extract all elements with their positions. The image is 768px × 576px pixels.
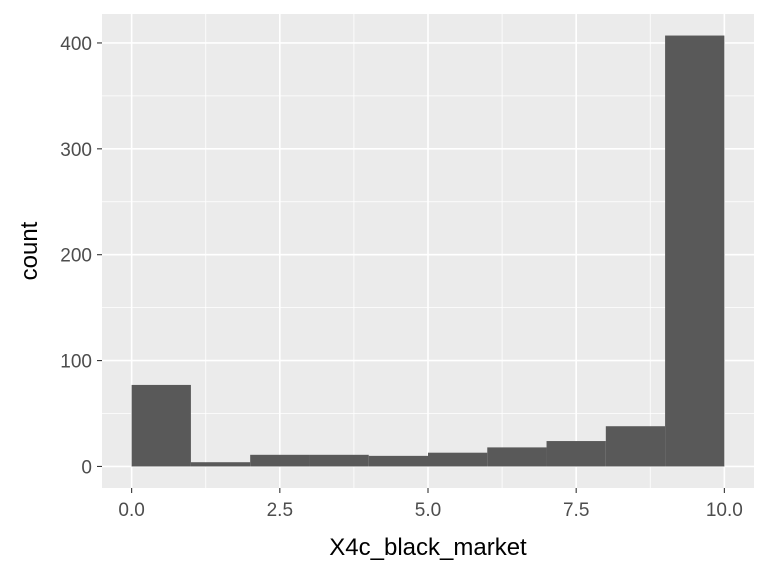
histogram-bars: [131, 35, 725, 467]
y-tick-label: 100: [60, 352, 92, 373]
y-tick-label: 300: [60, 140, 92, 161]
y-tick-label: 0: [81, 457, 92, 478]
histogram-bar: [665, 35, 725, 467]
x-axis-title: X4c_black_market: [329, 534, 527, 561]
x-tick-label: 2.5: [267, 500, 293, 521]
y-axis-ticks: 0 100 200 300 400: [60, 34, 102, 478]
major-gridlines: [102, 14, 754, 488]
histogram-bar: [428, 452, 488, 467]
histogram-bar: [250, 454, 310, 467]
x-axis-ticks: 0.0 2.5 5.0 7.5 10.0: [118, 488, 743, 521]
histogram-bar: [131, 384, 191, 467]
histogram-bar: [190, 462, 251, 467]
histogram-bar: [487, 447, 547, 467]
x-tick-label: 5.0: [415, 500, 441, 521]
histogram-bar: [546, 441, 606, 467]
y-tick-label: 400: [60, 34, 92, 55]
y-tick-label: 200: [60, 246, 92, 267]
x-tick-label: 0.0: [118, 500, 144, 521]
x-tick-label: 10.0: [706, 500, 743, 521]
histogram-bar: [309, 454, 369, 467]
histogram-bar: [368, 455, 428, 467]
x-tick-label: 7.5: [563, 500, 589, 521]
histogram-bar: [605, 426, 666, 467]
y-axis-title: count: [16, 221, 43, 280]
